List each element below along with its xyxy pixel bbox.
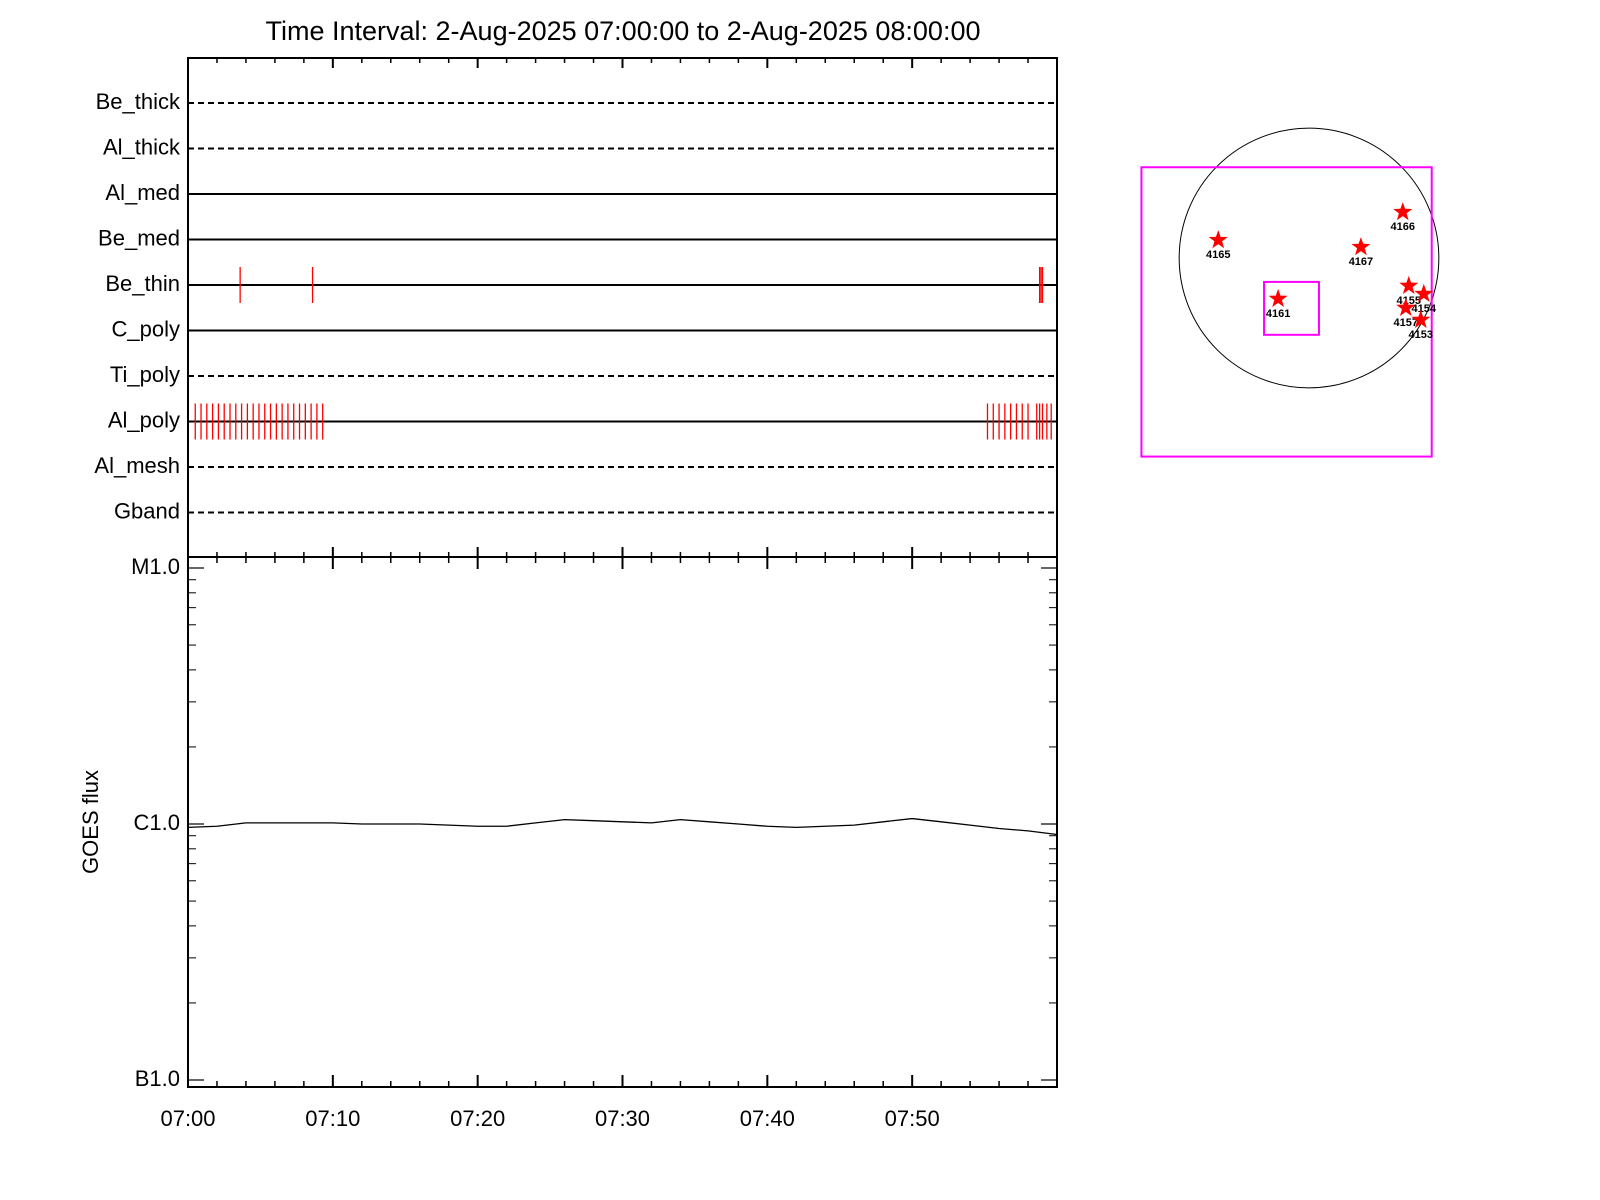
x-tick-label: 07:00	[160, 1106, 215, 1131]
row-label: Ti_poly	[110, 362, 180, 387]
chart-title: Time Interval: 2-Aug-2025 07:00:00 to 2-…	[266, 16, 981, 46]
y-tick-label: M1.0	[131, 554, 180, 579]
region-marker	[1208, 230, 1228, 249]
x-tick-label: 07:30	[595, 1106, 650, 1131]
region-marker	[1399, 275, 1419, 294]
row-label: Be_thin	[105, 271, 180, 296]
row-label: Al_poly	[108, 407, 180, 432]
region-marker	[1351, 237, 1371, 256]
region-marker	[1396, 297, 1416, 316]
fov-box	[1140, 166, 1433, 458]
region-label: 4166	[1391, 221, 1415, 233]
row-label: Al_med	[105, 180, 180, 205]
solar-disk	[1178, 127, 1440, 389]
region-marker	[1414, 283, 1434, 302]
row-label: Al_thick	[103, 134, 181, 159]
region-label: 4165	[1206, 249, 1230, 261]
goes-line	[187, 817, 1058, 836]
row-label: Be_med	[98, 225, 180, 250]
x-tick-label: 07:50	[885, 1106, 940, 1131]
region-label: 4153	[1409, 329, 1433, 341]
region-label: 4157	[1394, 317, 1418, 329]
region-label: 4155	[1397, 295, 1421, 307]
y-tick-label: B1.0	[135, 1066, 180, 1091]
row-label: Al_mesh	[94, 453, 180, 478]
region-marker	[1393, 202, 1413, 221]
row-label: C_poly	[112, 316, 180, 341]
y-tick-label: C1.0	[134, 810, 180, 835]
region-label: 4167	[1349, 256, 1373, 268]
row-label: Be_thick	[96, 89, 181, 114]
region-label: 4161	[1266, 308, 1290, 320]
region-label: 4154	[1412, 303, 1437, 315]
region-marker	[1268, 288, 1288, 307]
fov-box	[1263, 280, 1320, 336]
row-label: Gband	[114, 498, 180, 523]
x-tick-label: 07:10	[305, 1106, 360, 1131]
x-tick-label: 07:20	[450, 1106, 505, 1131]
region-marker	[1411, 309, 1431, 328]
x-tick-label: 07:40	[740, 1106, 795, 1131]
y-axis-label: GOES flux	[78, 770, 103, 874]
